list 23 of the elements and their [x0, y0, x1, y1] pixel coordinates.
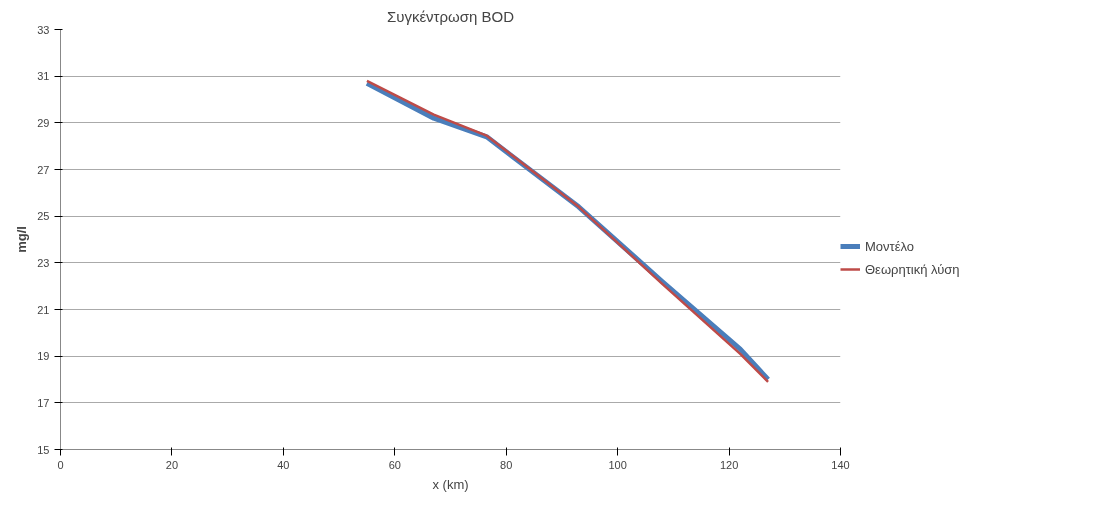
y-tick-label: 21	[37, 303, 50, 316]
y-tick-label: 19	[37, 350, 50, 363]
y-tick-label: 15	[37, 443, 50, 456]
x-tick-label: 60	[388, 458, 401, 471]
y-axis-title: mg/l	[14, 226, 30, 253]
x-tick-label: 20	[165, 458, 179, 471]
legend-label: Μοντέλο	[865, 238, 915, 254]
x-tick-label: 120	[719, 458, 739, 471]
y-tick-label: 25	[37, 210, 50, 223]
x-tick-label: 0	[57, 458, 64, 471]
y-tick-label: 33	[37, 23, 50, 36]
chart-title: Συγκέντρωση BOD	[386, 7, 515, 25]
y-tick-label: 29	[37, 116, 50, 129]
x-tick-label: 140	[831, 458, 850, 471]
x-axis-title: x (km)	[432, 476, 469, 492]
y-tick-label: 31	[37, 70, 50, 83]
y-tick-label: 23	[37, 256, 50, 269]
x-tick-label: 80	[500, 458, 513, 471]
x-tick-label: 40	[277, 458, 290, 471]
y-tick-label: 27	[37, 163, 50, 176]
legend-label: Θεωρητική λύση	[865, 261, 960, 277]
y-tick-label: 17	[37, 396, 50, 409]
x-tick-label: 100	[608, 458, 627, 471]
